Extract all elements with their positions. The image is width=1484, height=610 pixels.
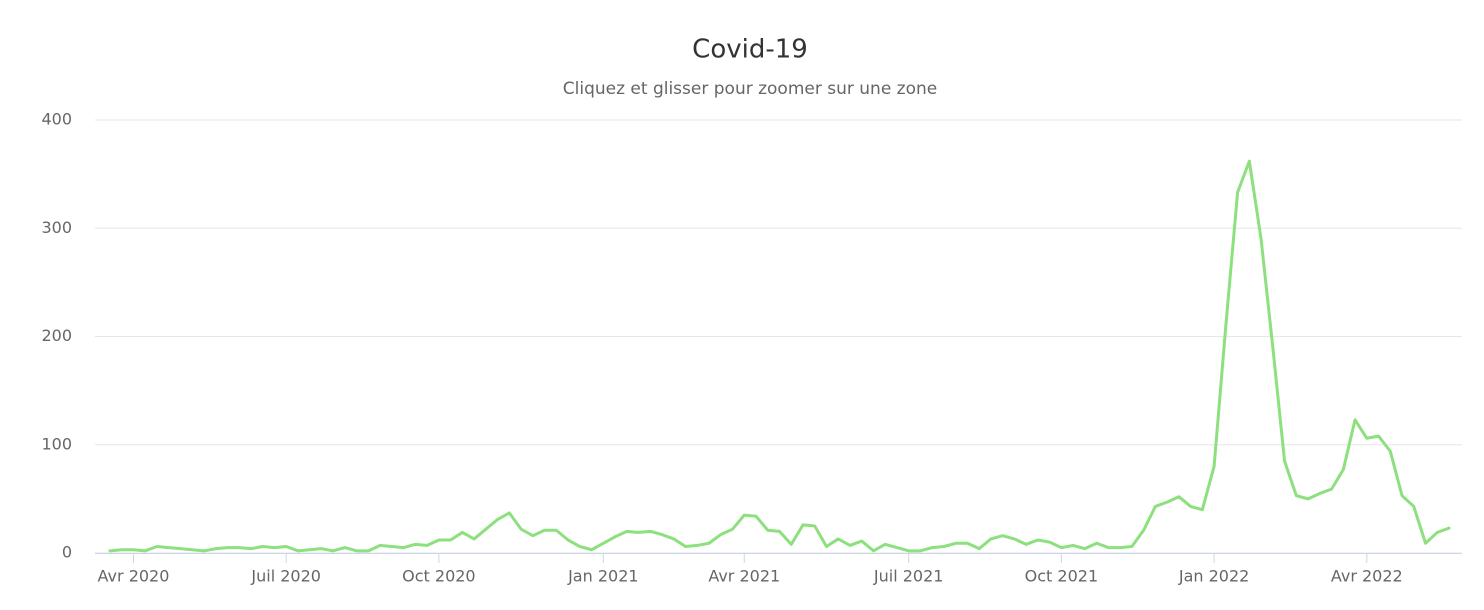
x-tick-label: Oct 2020	[402, 567, 475, 586]
data-line	[108, 159, 1451, 553]
x-tick-label: Juil 2020	[250, 567, 321, 586]
x-tick-label: Jan 2021	[567, 567, 638, 586]
x-tick-label: Jan 2022	[1178, 567, 1249, 586]
y-tick-label: 100	[41, 434, 72, 453]
x-tick-label: Avr 2020	[98, 567, 170, 586]
y-tick-label: 200	[41, 326, 72, 345]
y-tick-label: 300	[41, 218, 72, 237]
x-tick-label: Oct 2021	[1025, 567, 1098, 586]
chart-title: Covid-19	[692, 35, 808, 65]
x-tick-label: Avr 2021	[708, 567, 780, 586]
y-tick-label: 400	[41, 110, 72, 129]
x-tick-label: Juil 2021	[873, 567, 944, 586]
x-tick-label: Avr 2022	[1331, 567, 1403, 586]
chart-subtitle: Cliquez et glisser pour zoomer sur une z…	[563, 79, 938, 99]
y-tick-label: 0	[62, 543, 72, 562]
